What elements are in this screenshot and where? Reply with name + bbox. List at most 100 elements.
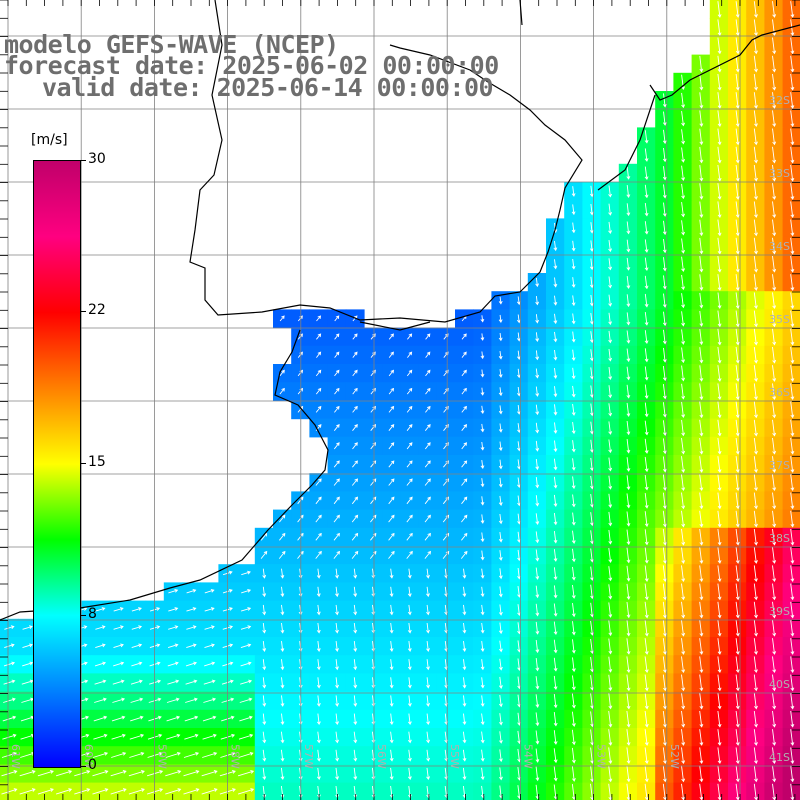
wave-direction-arrow — [699, 292, 704, 309]
wave-direction-arrow — [167, 643, 179, 649]
wave-direction-arrow — [644, 729, 649, 746]
latitude-label: 39S — [769, 605, 790, 618]
wave-direction-arrow — [662, 384, 667, 400]
wave-direction-arrow — [94, 661, 107, 667]
wave-direction-arrow — [772, 474, 777, 492]
wave-direction-arrow — [790, 110, 795, 128]
wave-direction-arrow — [699, 492, 704, 510]
wave-direction-arrow — [353, 641, 358, 652]
wave-direction-arrow — [589, 349, 594, 362]
colorbar-tick-label: 30 — [88, 151, 106, 167]
latitude-label: 37S — [769, 459, 790, 472]
wave-direction-arrow — [790, 419, 795, 437]
wave-direction-arrow — [553, 675, 558, 690]
wave-direction-arrow — [772, 492, 777, 510]
wave-direction-arrow — [790, 492, 795, 510]
wave-direction-arrow — [480, 550, 485, 561]
wave-direction-arrow — [535, 730, 540, 745]
wave-direction-arrow — [262, 659, 267, 671]
wave-direction-arrow — [442, 532, 450, 541]
wave-direction-arrow — [571, 584, 576, 599]
wave-direction-arrow — [790, 437, 795, 455]
wave-direction-arrow — [389, 641, 394, 652]
wave-direction-arrow — [129, 733, 145, 740]
wave-direction-arrow — [681, 765, 686, 783]
wave-direction-arrow — [699, 456, 704, 473]
wave-direction-arrow — [626, 221, 631, 235]
wave-direction-arrow — [407, 731, 412, 744]
wave-direction-arrow — [571, 367, 576, 380]
wave-direction-arrow — [535, 332, 540, 342]
wave-direction-arrow — [644, 547, 649, 564]
wave-direction-arrow — [461, 460, 468, 468]
wave-direction-arrow — [644, 257, 649, 272]
wave-direction-arrow — [772, 328, 777, 346]
wave-direction-arrow — [353, 731, 358, 744]
wave-direction-arrow — [480, 351, 485, 360]
wave-direction-arrow — [571, 711, 576, 727]
wave-direction-arrow — [553, 404, 558, 416]
wave-direction-arrow — [130, 697, 144, 703]
wave-direction-arrow — [681, 274, 686, 291]
wave-direction-arrow — [389, 622, 394, 634]
wave-direction-arrow — [681, 474, 686, 492]
wave-direction-arrow — [608, 710, 613, 728]
wave-direction-arrow — [406, 442, 413, 450]
wave-direction-arrow — [735, 765, 740, 783]
wave-direction-arrow — [753, 419, 758, 437]
wave-direction-arrow — [681, 456, 686, 473]
wave-direction-arrow — [772, 365, 777, 382]
wave-direction-arrow — [699, 601, 704, 619]
wave-direction-arrow — [442, 514, 450, 523]
wave-direction-arrow — [772, 237, 777, 255]
wave-direction-arrow — [790, 1, 795, 18]
wave-direction-arrow — [535, 549, 540, 562]
wave-direction-arrow — [717, 255, 722, 273]
wave-direction-arrow — [626, 638, 631, 655]
wave-direction-arrow — [590, 494, 594, 508]
wave-direction-arrow — [717, 274, 722, 291]
wave-direction-arrow — [262, 568, 267, 579]
wave-direction-arrow — [608, 674, 613, 692]
wave-direction-arrow — [316, 622, 321, 634]
wave-direction-arrow — [480, 478, 485, 488]
wave-direction-arrow — [334, 369, 340, 377]
wave-direction-arrow — [202, 733, 217, 740]
wave-direction-arrow — [717, 565, 722, 583]
wave-direction-arrow — [644, 674, 649, 692]
wave-direction-arrow — [389, 713, 394, 726]
wave-direction-arrow — [498, 459, 503, 470]
wave-direction-arrow — [662, 293, 667, 308]
wave-direction-arrow — [553, 639, 558, 654]
wave-direction-arrow — [735, 565, 740, 583]
wave-direction-arrow — [717, 237, 722, 255]
wave-direction-arrow — [790, 310, 795, 328]
wave-direction-arrow — [113, 643, 124, 649]
wave-direction-arrow — [462, 731, 467, 744]
wave-direction-arrow — [772, 674, 777, 692]
wave-direction-arrow — [735, 19, 740, 37]
wave-direction-arrow — [129, 751, 145, 758]
wave-direction-arrow — [644, 148, 649, 162]
wave-direction-arrow — [388, 496, 395, 505]
wave-direction-arrow — [334, 333, 340, 340]
wave-direction-arrow — [790, 92, 795, 109]
wave-direction-arrow — [499, 767, 503, 781]
wave-direction-arrow — [238, 733, 254, 740]
wave-direction-arrow — [626, 529, 631, 546]
wave-direction-arrow — [498, 387, 503, 397]
wave-direction-arrow — [681, 365, 686, 382]
wave-direction-arrow — [535, 404, 540, 416]
wave-direction-arrow — [165, 788, 182, 795]
wave-direction-arrow — [626, 348, 631, 363]
wave-direction-arrow — [772, 92, 777, 109]
wave-direction-arrow — [316, 767, 321, 780]
wave-direction-arrow — [498, 495, 503, 506]
wave-direction-arrow — [280, 622, 285, 634]
wave-direction-arrow — [280, 677, 285, 689]
wave-direction-arrow — [480, 441, 485, 451]
wave-direction-arrow — [462, 713, 467, 726]
wave-direction-arrow — [735, 656, 740, 674]
wave-direction-arrow — [165, 751, 181, 758]
wave-direction-arrow — [280, 604, 285, 616]
